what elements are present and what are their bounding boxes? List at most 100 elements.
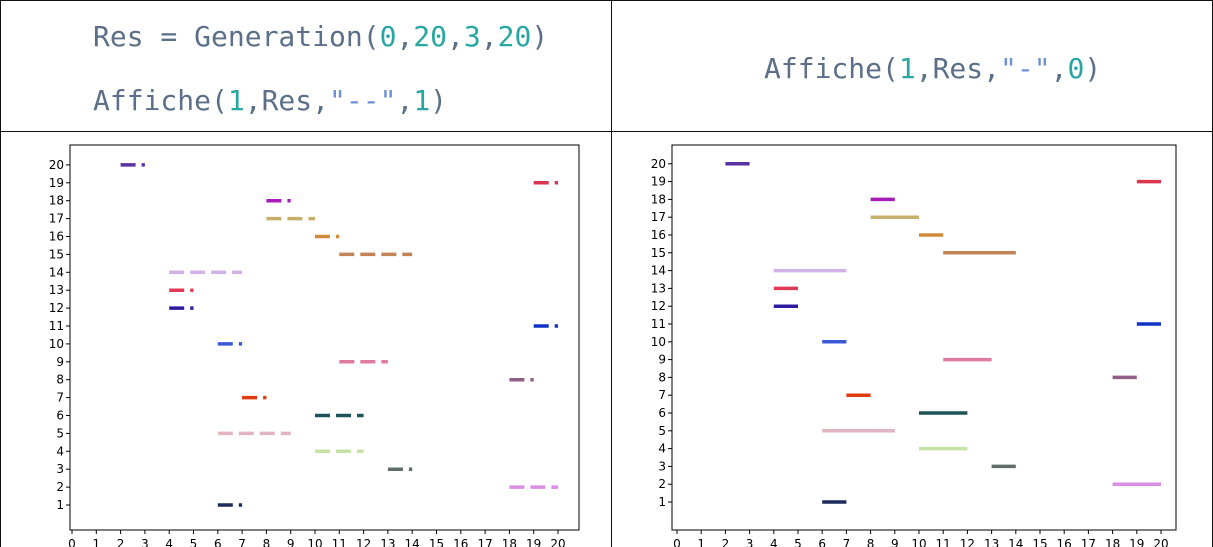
- table-row-divider: [0, 131, 1213, 132]
- x-tick-label: 5: [794, 537, 802, 547]
- x-tick-label: 1: [92, 537, 100, 547]
- x-tick-label: 7: [843, 537, 851, 547]
- table-column-divider: [611, 0, 612, 547]
- code-text: ,Res,: [244, 84, 330, 117]
- y-tick-label: 5: [658, 424, 666, 438]
- code-text: ): [430, 84, 448, 117]
- y-tick-label: 4: [658, 442, 666, 456]
- x-tick-label: 18: [502, 537, 517, 547]
- code-number: 20: [413, 20, 448, 53]
- code-line-affiche-solid: Affiche(1,Res,"-",0): [764, 52, 1102, 85]
- code-number: 3: [463, 20, 481, 53]
- x-tick-label: 0: [673, 537, 681, 547]
- plot-frame: [671, 144, 1177, 531]
- code-text: ,Res,: [915, 52, 1001, 85]
- y-tick-label: 11: [651, 317, 666, 331]
- x-tick-label: 16: [1057, 537, 1072, 547]
- y-tick-label: 11: [49, 319, 64, 333]
- y-tick-label: 3: [56, 462, 64, 476]
- y-tick-label: 20: [49, 158, 64, 172]
- y-tick-label: 3: [658, 459, 666, 473]
- code-number: 1: [413, 84, 431, 117]
- x-tick-label: 11: [332, 537, 347, 547]
- y-tick-label: 13: [49, 283, 64, 297]
- code-line-generation: Res = Generation(0,20,3,20): [93, 20, 549, 53]
- y-tick-label: 15: [49, 247, 64, 261]
- code-number: 20: [497, 20, 532, 53]
- y-tick-label: 16: [49, 230, 64, 244]
- x-tick-label: 17: [477, 537, 492, 547]
- code-text: Affiche(: [93, 84, 228, 117]
- y-tick-label: 2: [56, 480, 64, 494]
- x-tick-label: 19: [526, 537, 541, 547]
- x-tick-label: 14: [1008, 537, 1023, 547]
- y-tick-label: 15: [651, 246, 666, 260]
- code-number: 1: [227, 84, 245, 117]
- x-tick-label: 1: [697, 537, 705, 547]
- code-line-affiche-dashed: Affiche(1,Res,"--",1): [93, 84, 448, 117]
- y-tick-label: 12: [49, 301, 64, 315]
- y-tick-label: 2: [658, 477, 666, 491]
- y-tick-label: 12: [651, 299, 666, 313]
- x-tick-label: 3: [141, 537, 149, 547]
- code-text: ): [1084, 52, 1102, 85]
- y-tick-label: 14: [49, 265, 64, 279]
- x-tick-label: 7: [238, 537, 246, 547]
- x-tick-label: 0: [68, 537, 76, 547]
- code-text: ): [531, 20, 549, 53]
- plot-frame: [69, 144, 580, 531]
- x-tick-label: 15: [429, 537, 444, 547]
- x-tick-label: 20: [1153, 537, 1168, 547]
- x-tick-label: 4: [770, 537, 778, 547]
- y-tick-label: 16: [651, 228, 666, 242]
- y-tick-label: 18: [49, 194, 64, 208]
- x-tick-label: 3: [746, 537, 754, 547]
- x-tick-label: 17: [1081, 537, 1096, 547]
- y-tick-label: 19: [49, 176, 64, 190]
- x-tick-label: 12: [960, 537, 975, 547]
- x-tick-label: 13: [984, 537, 999, 547]
- x-tick-label: 19: [1129, 537, 1144, 547]
- y-tick-label: 9: [658, 353, 666, 367]
- code-number: 1: [898, 52, 916, 85]
- y-tick-label: 17: [651, 210, 666, 224]
- y-tick-label: 7: [56, 391, 64, 405]
- x-tick-label: 2: [117, 537, 125, 547]
- x-tick-label: 8: [867, 537, 875, 547]
- x-tick-label: 14: [405, 537, 420, 547]
- y-tick-label: 17: [49, 212, 64, 226]
- x-tick-label: 15: [1032, 537, 1047, 547]
- y-tick-label: 18: [651, 192, 666, 206]
- x-tick-label: 4: [165, 537, 173, 547]
- y-tick-label: 8: [658, 370, 666, 384]
- x-tick-label: 11: [936, 537, 951, 547]
- y-tick-label: 9: [56, 355, 64, 369]
- y-tick-label: 1: [658, 495, 666, 509]
- code-text: Res = Generation(: [93, 20, 380, 53]
- x-tick-label: 6: [818, 537, 826, 547]
- y-tick-label: 19: [651, 175, 666, 189]
- y-tick-label: 6: [658, 406, 666, 420]
- x-tick-label: 16: [453, 537, 468, 547]
- y-tick-label: 4: [56, 444, 64, 458]
- x-tick-label: 13: [380, 537, 395, 547]
- x-tick-label: 5: [190, 537, 198, 547]
- y-tick-label: 1: [56, 498, 64, 512]
- y-tick-label: 7: [658, 388, 666, 402]
- y-tick-label: 8: [56, 373, 64, 387]
- y-tick-label: 14: [651, 264, 666, 278]
- x-tick-label: 6: [214, 537, 222, 547]
- y-tick-label: 13: [651, 281, 666, 295]
- y-tick-label: 5: [56, 426, 64, 440]
- x-tick-label: 18: [1105, 537, 1120, 547]
- code-text: Affiche(: [764, 52, 899, 85]
- y-tick-label: 10: [49, 337, 64, 351]
- y-tick-label: 6: [56, 409, 64, 423]
- table-left-border: [0, 0, 1, 547]
- x-tick-label: 9: [287, 537, 295, 547]
- x-tick-label: 2: [722, 537, 730, 547]
- x-tick-label: 20: [550, 537, 565, 547]
- x-tick-label: 12: [356, 537, 371, 547]
